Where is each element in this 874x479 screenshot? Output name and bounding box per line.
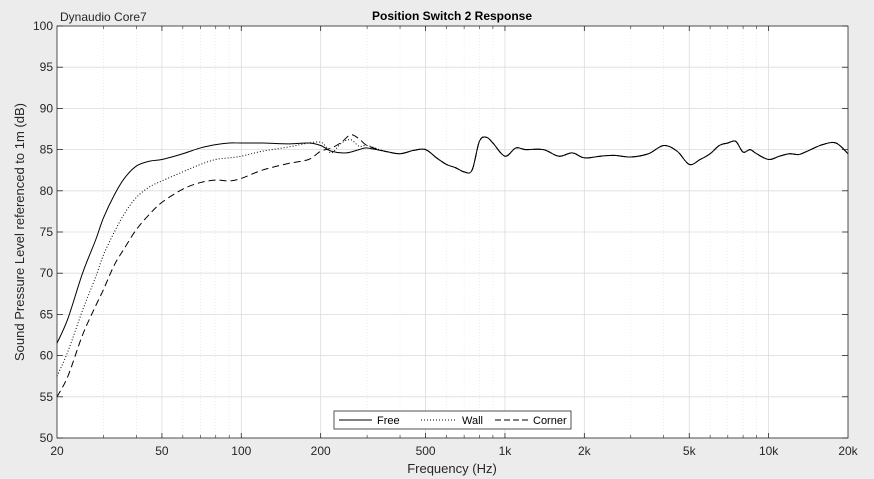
legend-label-wall: Wall [462, 415, 483, 427]
x-tick-label: 100 [231, 444, 251, 458]
legend-label-free: Free [377, 415, 400, 427]
x-tick-label: 20 [50, 444, 64, 458]
chart-subtitle: Dynaudio Core7 [60, 10, 147, 24]
legend-box [333, 410, 572, 430]
x-tick-label: 20k [838, 444, 858, 458]
x-tick-label: 50 [155, 444, 169, 458]
y-tick-label: 65 [40, 307, 54, 321]
y-axis-label: Sound Pressure Level referenced to 1m (d… [12, 103, 27, 361]
y-tick-label: 95 [40, 60, 54, 74]
y-tick-label: 55 [40, 390, 54, 404]
series-group [56, 134, 849, 398]
x-axis-label: Frequency (Hz) [407, 461, 497, 476]
x-tick-labels: 20 50 100 200 500 1k 2k 5k 10k 20k [50, 444, 858, 458]
series-line-corner [56, 134, 849, 398]
ticks [57, 25, 848, 439]
chart-title: Position Switch 2 Response [372, 9, 532, 23]
legend-label-corner: Corner [533, 415, 567, 427]
legend: Free Wall Corner [333, 410, 572, 430]
y-tick-label: 50 [40, 431, 54, 445]
y-tick-label: 70 [40, 266, 54, 280]
y-tick-label: 80 [40, 184, 54, 198]
y-tick-label: 75 [40, 225, 54, 239]
x-tick-label: 200 [311, 444, 331, 458]
x-tick-label: 500 [416, 444, 436, 458]
y-tick-label: 100 [33, 19, 53, 33]
grid [57, 26, 848, 438]
x-tick-label: 10k [759, 444, 779, 458]
y-tick-label: 60 [40, 349, 54, 363]
y-tick-label: 85 [40, 143, 54, 157]
x-tick-label: 1k [499, 444, 513, 458]
y-tick-label: 90 [40, 101, 54, 115]
x-tick-label: 2k [578, 444, 592, 458]
x-tick-label: 5k [683, 444, 697, 458]
y-tick-labels: 50 55 60 65 70 75 80 85 90 95 100 [33, 19, 53, 445]
